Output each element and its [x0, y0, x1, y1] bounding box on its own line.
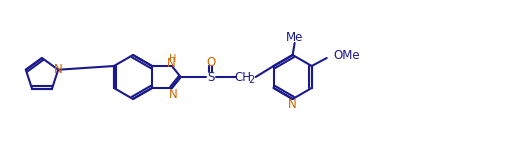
Text: N: N — [167, 56, 175, 69]
Text: Me: Me — [286, 30, 303, 43]
Text: OMe: OMe — [333, 49, 360, 62]
Text: N: N — [54, 63, 63, 76]
Text: S: S — [207, 71, 214, 84]
Text: N: N — [168, 88, 177, 101]
Text: 2: 2 — [248, 75, 255, 85]
Text: CH: CH — [234, 71, 251, 84]
Text: N: N — [288, 97, 297, 110]
Text: O: O — [206, 56, 215, 69]
Text: H: H — [169, 54, 176, 64]
